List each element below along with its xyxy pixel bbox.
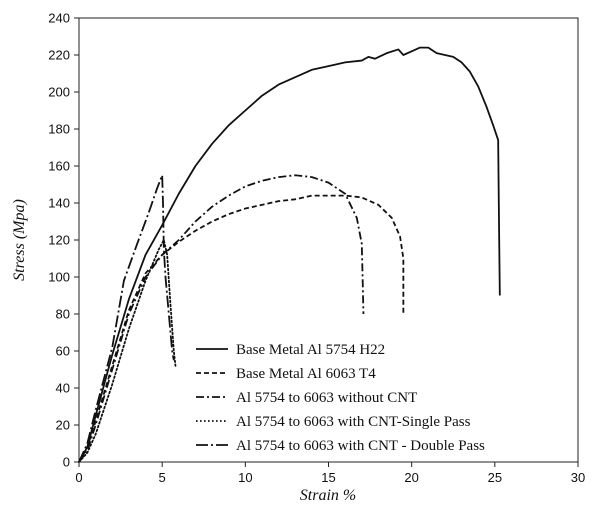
x-tick-label: 0 [75,470,82,485]
legend-label-4: Al 5754 to 6063 with CNT-Single Pass [236,414,471,430]
series-layer [78,46,501,463]
y-tick-label: 60 [56,344,70,359]
y-tick-label: 80 [56,307,70,322]
x-tick-label: 5 [159,470,166,485]
x-axis-title: Strain % [300,487,356,504]
legend: Base Metal Al 5754 H22 Base Metal Al 6063… [196,342,485,454]
y-tick-label: 220 [48,48,70,63]
legend-label-5: Al 5754 to 6063 with CNT - Double Pass [236,438,485,454]
y-axis-title: Stress (Mpa) [11,199,28,281]
y-tick-label: 100 [48,270,70,285]
legend-label-2: Base Metal Al 6063 T4 [236,366,376,382]
y-tick-label: 200 [48,85,70,100]
series-line-2 [78,194,405,463]
series-line-4 [78,239,177,463]
y-tick-label: 20 [56,418,70,433]
axes: 0 20 40 60 80 100 120 140 160 180 200 220 240 0 5 10 15 2… [48,11,585,486]
legend-label-3: Al 5754 to 6063 without CNT [236,390,417,406]
legend-label-1: Base Metal Al 5754 H22 [236,342,385,358]
x-tick-label: 30 [571,470,585,485]
y-tick-label: 160 [48,159,70,174]
series-line-1 [78,46,501,463]
y-tick-label: 120 [48,233,70,248]
y-tick-label: 40 [56,381,70,396]
series-line-5 [78,174,175,463]
x-tick-label: 15 [321,470,335,485]
x-tick-label: 20 [404,470,418,485]
y-tick-label: 0 [63,455,70,470]
series-line-3 [78,174,365,463]
y-tick-label: 240 [48,11,70,26]
x-tick-label: 25 [488,470,502,485]
y-tick-label: 140 [48,196,70,211]
y-tick-label: 180 [48,122,70,137]
x-tick-label: 10 [238,470,252,485]
